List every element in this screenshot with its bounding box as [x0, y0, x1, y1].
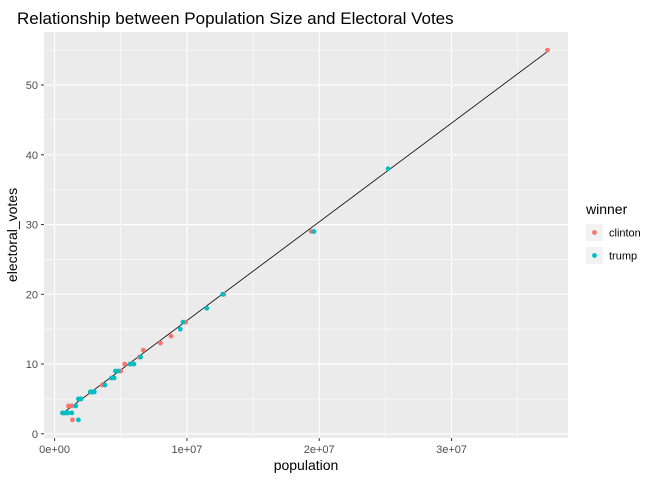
legend-title: winner	[585, 201, 628, 217]
chart-title: Relationship between Population Size and…	[17, 9, 454, 28]
y-tick-label: 0	[32, 429, 38, 441]
legend: winner clinton trump	[585, 201, 641, 264]
point-trump	[220, 291, 226, 297]
x-tick-label: 3e+07	[436, 444, 467, 456]
point-trump	[180, 319, 186, 325]
plot-panel	[44, 32, 568, 438]
y-tick-label: 40	[26, 150, 38, 162]
point-trump	[69, 410, 75, 416]
major-gridlines	[44, 32, 568, 438]
legend-dot-clinton	[592, 230, 597, 235]
point-trump	[76, 396, 81, 402]
y-axis-title: electoral_votes	[4, 188, 20, 282]
x-tick-label: 0e+00	[39, 444, 70, 456]
point-trump	[385, 166, 391, 172]
minor-gridlines	[44, 32, 568, 438]
point-trump	[87, 389, 93, 395]
point-trump	[109, 375, 114, 381]
point-trump	[76, 417, 81, 423]
point-trump	[65, 410, 71, 416]
y-tick-label: 50	[26, 80, 38, 92]
x-axis-title: population	[274, 457, 339, 473]
point-clinton	[168, 333, 174, 339]
point-clinton	[70, 417, 75, 423]
fit-line-layer	[62, 51, 548, 414]
point-trump	[102, 382, 108, 388]
y-tick-label: 20	[26, 289, 38, 301]
point-clinton	[140, 347, 146, 353]
point-clinton	[158, 340, 163, 346]
x-axis: 0e+00 1e+07 2e+07 3e+07	[39, 438, 467, 456]
y-tick-label: 10	[26, 359, 38, 371]
x-tick-label: 1e+07	[171, 444, 202, 456]
point-trump	[73, 403, 79, 409]
points-layer	[60, 47, 550, 423]
point-trump	[204, 305, 210, 311]
point-trump	[113, 368, 118, 374]
point-clinton	[122, 361, 128, 367]
legend-dot-trump	[592, 253, 597, 258]
point-trump	[311, 229, 317, 234]
point-clinton	[69, 403, 75, 409]
fit-line	[62, 51, 548, 414]
legend-label-clinton: clinton	[609, 228, 641, 240]
x-tick-label: 2e+07	[304, 444, 335, 456]
point-trump	[177, 326, 183, 332]
point-trump	[138, 354, 143, 360]
y-tick-label: 30	[26, 220, 38, 232]
point-trump	[127, 361, 133, 367]
point-clinton	[545, 47, 550, 53]
point-clinton	[66, 403, 71, 409]
legend-label-trump: trump	[609, 251, 637, 263]
point-trump	[131, 361, 137, 367]
y-axis: 0 10 20 30 40 50	[26, 80, 44, 441]
